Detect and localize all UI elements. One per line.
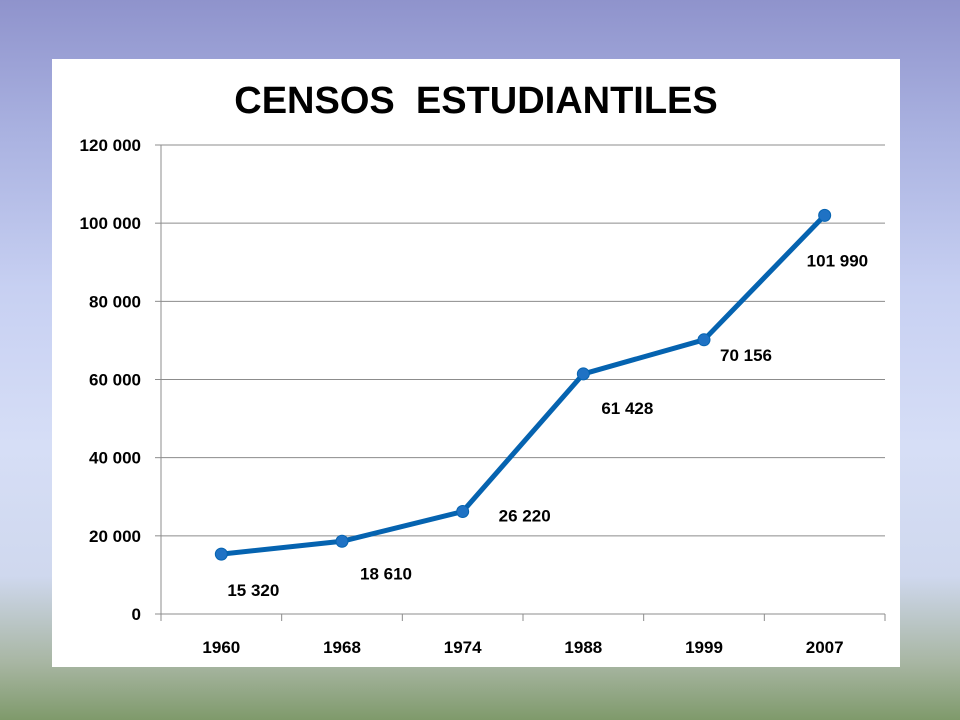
chart-panel (52, 59, 900, 667)
data-point-2007 (818, 208, 832, 222)
y-tick-label: 20 000 (89, 527, 141, 546)
series-markers (214, 208, 832, 561)
y-tick-label: 120 000 (80, 136, 141, 155)
data-point-1988 (576, 367, 590, 381)
x-tick-label: 1960 (202, 638, 240, 657)
data-point-1960 (214, 547, 228, 561)
x-tick-label: 1974 (444, 638, 482, 657)
data-point-1999 (697, 333, 711, 347)
data-labels: 15 320 18 610 26 220 61 428 70 156 101 990 (227, 251, 868, 600)
gridlines (161, 144, 885, 537)
y-tick-label: 80 000 (89, 292, 141, 311)
y-tick-label: 60 000 (89, 371, 141, 390)
x-tick-label: 2007 (806, 638, 844, 657)
y-tick-label: 0 (132, 605, 141, 624)
x-tick-label: 1968 (323, 638, 361, 657)
x-tick-label: 1988 (564, 638, 602, 657)
data-point-1968 (335, 534, 349, 548)
y-axis-tick-labels: 0 20 000 40 000 60 000 80 000 100 000 120 000 (80, 136, 141, 624)
x-axis-tick-labels: 1960 1968 1974 1988 1999 2007 (202, 638, 843, 657)
axes (155, 144, 886, 621)
y-tick-label: 40 000 (89, 449, 141, 468)
series-line (218, 212, 828, 557)
chart-title: CENSOS ESTUDIANTILES (234, 80, 718, 122)
data-label-1988: 61 428 (601, 399, 653, 418)
data-label-2007: 101 990 (807, 251, 868, 270)
x-tick-label: 1999 (685, 638, 723, 657)
data-label-1960: 15 320 (227, 581, 279, 600)
data-label-1968: 18 610 (360, 564, 412, 583)
series-line-path (218, 212, 828, 557)
y-tick-label: 100 000 (80, 214, 141, 233)
data-label-1999: 70 156 (720, 346, 772, 365)
data-label-1974: 26 220 (499, 507, 551, 526)
data-point-1974 (456, 505, 470, 519)
